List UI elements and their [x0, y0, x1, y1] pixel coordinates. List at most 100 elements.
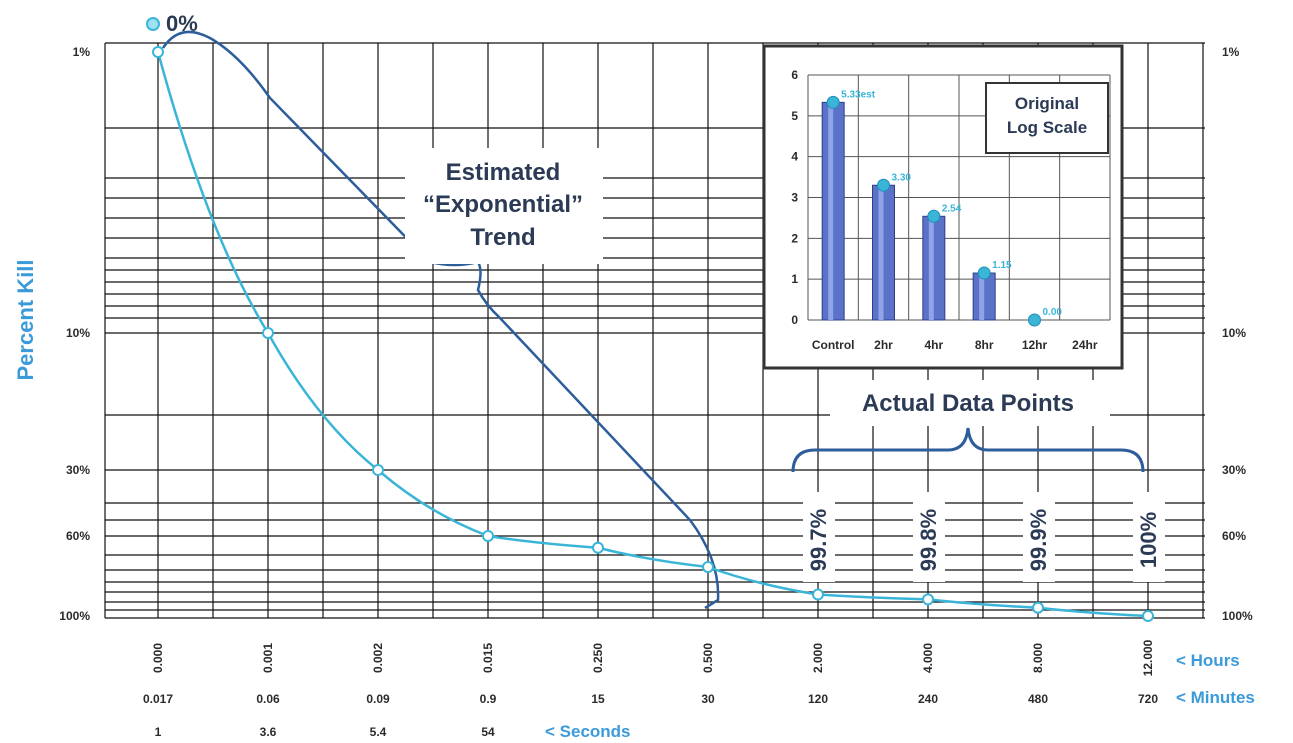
- x-tick-minutes: 0.017: [143, 692, 173, 706]
- data-point-value: 100%: [1136, 512, 1161, 568]
- x-tick-hours: 0.000: [151, 643, 165, 673]
- y-tick-left: 60%: [66, 529, 90, 543]
- data-point-value-bg: [803, 492, 835, 582]
- inset-value-label: 3.30: [892, 172, 912, 183]
- x-tick-seconds: 5.4: [370, 725, 387, 739]
- actual-data-brace: [791, 427, 1145, 473]
- x-tick-minutes: 120: [808, 692, 828, 706]
- y-axis-label: Percent Kill: [13, 259, 38, 380]
- x-tick-hours: 0.015: [481, 643, 495, 673]
- trend-label-line-3: Trend: [470, 224, 535, 251]
- inset-y-tick: 4: [791, 150, 798, 164]
- y-tick-left: 10%: [66, 326, 90, 340]
- inset-y-tick: 0: [791, 313, 798, 327]
- inset-bar-point: [826, 95, 840, 109]
- main-ticks: 1% 1%10% 10%30% 30%60% 60%100% 100%0.000 0.001…: [59, 45, 1255, 741]
- inset-x-tick: 24hr: [1072, 338, 1098, 352]
- inset-y-tick: 5: [791, 109, 798, 123]
- actual-data-point: [702, 560, 714, 573]
- actual-data-point: [922, 593, 934, 606]
- inset-value-label: 1.15: [992, 260, 1012, 271]
- inset-value-label: 2.54: [942, 203, 962, 214]
- data-point-value-bg: [1023, 492, 1055, 582]
- data-point-values: 99.7% 99.8% 99.9% 100%: [803, 492, 1165, 582]
- inset-y-tick: 3: [791, 191, 798, 205]
- y-tick-right: 100%: [1222, 609, 1253, 623]
- x-tick-minutes: 240: [918, 692, 938, 706]
- inset-bars: Control 5.33est 2hr 3.30 4hr 2.54 8hr 1.15 12hr 0…: [812, 89, 1098, 352]
- x-tick-hours: 2.000: [811, 643, 825, 673]
- inset-x-tick: 4hr: [924, 338, 943, 352]
- x-tick-minutes: 0.9: [480, 692, 497, 706]
- trend-label-line-2: “Exponential”: [423, 191, 583, 218]
- actual-data-point: [152, 46, 164, 58]
- actual-data-point: [482, 530, 494, 542]
- y-tick-right: 30%: [1222, 463, 1246, 477]
- trend-callout: Estimated “Exponential” Trend: [405, 148, 603, 264]
- x-tick-seconds: 3.6: [260, 725, 277, 739]
- inset-title-box: Original Log Scale: [985, 82, 1109, 154]
- actual-data-point: [262, 327, 274, 339]
- x-tick-hours: 4.000: [921, 643, 935, 673]
- y-tick-left: 1%: [73, 45, 91, 59]
- x-tick-minutes: 480: [1028, 692, 1048, 706]
- x-tick-minutes: 720: [1138, 692, 1158, 706]
- x-tick-hours: 8.000: [1031, 643, 1045, 673]
- x-unit-seconds: < Seconds: [545, 722, 631, 741]
- inset-bar-point: [877, 178, 890, 192]
- actual-data-point: [1142, 610, 1154, 622]
- inset-x-tick: 12hr: [1022, 338, 1048, 352]
- inset-title-line-2: Log Scale: [1007, 118, 1087, 137]
- y-tick-right: 10%: [1222, 326, 1246, 340]
- actual-data-point: [1032, 601, 1044, 614]
- inset-bar-point: [927, 209, 941, 223]
- zero-percent-label: 0%: [166, 11, 198, 36]
- inset-chart: 0 1 2 3 4 5 6 Control 5.33est 2hr 3.30 4hr 2.54 8hr 1…: [762, 44, 1124, 370]
- inset-title-line-1: Original: [1015, 94, 1079, 113]
- actual-data-point: [812, 588, 824, 601]
- inset-bar-highlight: [828, 102, 834, 320]
- inset-bar-highlight: [878, 185, 884, 320]
- data-point-value: 99.7%: [806, 509, 831, 571]
- inset-bar-highlight: [928, 216, 934, 320]
- actual-data-label: Actual Data Points: [862, 390, 1074, 417]
- actual-data-point: [592, 541, 604, 554]
- x-tick-hours: 0.250: [591, 643, 605, 673]
- actual-data-point: [372, 464, 384, 476]
- inset-x-tick: 8hr: [975, 338, 994, 352]
- x-tick-minutes: 0.09: [366, 692, 390, 706]
- y-tick-right: 60%: [1222, 529, 1246, 543]
- data-point-value: 99.8%: [916, 509, 941, 571]
- inset-x-tick: 2hr: [874, 338, 893, 352]
- inset-y-tick: 1: [791, 272, 798, 286]
- x-tick-seconds: 54: [481, 725, 495, 739]
- x-tick-hours: 0.001: [261, 643, 275, 673]
- y-tick-left: 30%: [66, 463, 90, 477]
- x-tick-hours: 12.000: [1141, 639, 1155, 676]
- inset-value-label: 5.33est: [841, 89, 876, 100]
- y-tick-right: 1%: [1222, 45, 1240, 59]
- inset-bar-highlight: [979, 273, 985, 320]
- x-unit-minutes: < Minutes: [1176, 688, 1255, 707]
- data-point-value-bg: [913, 492, 945, 582]
- trend-label-line-1: Estimated: [446, 159, 561, 186]
- estimated-trend-curve: [161, 30, 720, 610]
- data-point-value-bg: [1133, 492, 1165, 582]
- inset-y-tick: 2: [791, 231, 798, 245]
- inset-value-label: 0.00: [1043, 307, 1063, 318]
- inset-bar-point: [977, 266, 991, 280]
- actual-data-callout: Actual Data Points: [791, 380, 1145, 473]
- inset-x-tick: Control: [812, 338, 855, 352]
- x-tick-minutes: 30: [701, 692, 715, 706]
- zero-percent-marker: [146, 17, 160, 31]
- y-tick-left: 100%: [59, 609, 90, 623]
- data-point-value: 99.9%: [1026, 509, 1051, 571]
- x-tick-minutes: 0.06: [256, 692, 280, 706]
- x-tick-seconds: 1: [155, 725, 162, 739]
- x-tick-hours: 0.002: [371, 643, 385, 673]
- inset-y-tick: 6: [791, 68, 798, 82]
- x-tick-hours: 0.500: [701, 643, 715, 673]
- x-unit-hours: < Hours: [1176, 651, 1240, 670]
- x-tick-minutes: 15: [591, 692, 605, 706]
